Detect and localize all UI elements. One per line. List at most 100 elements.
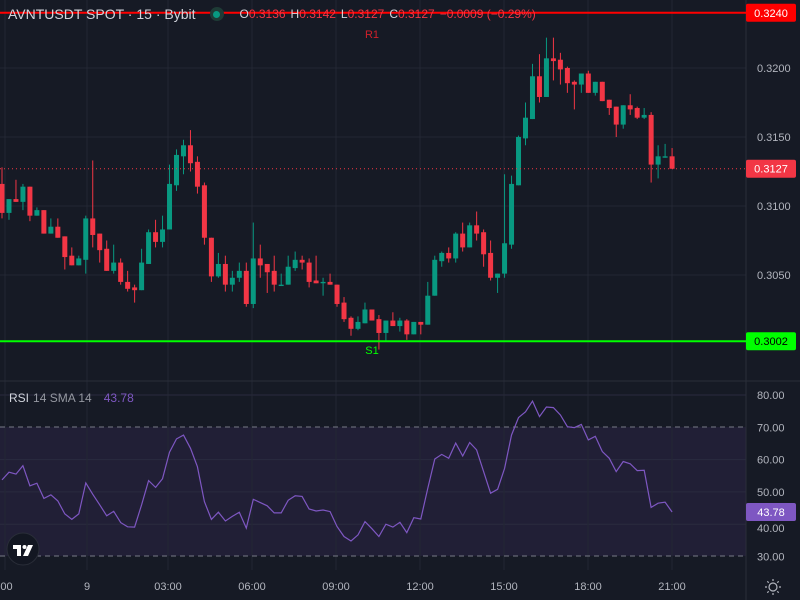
candle-body [502,243,508,274]
level-label-r1: R1 [365,29,379,41]
candle [509,175,515,249]
candle [613,106,619,137]
candle [41,210,47,234]
candle [243,262,249,307]
time-tick-label: 15:00 [490,581,518,593]
time-tick-label: :00 [0,581,13,593]
candle-body [543,58,549,97]
level-price-label: 0.3002 [754,336,788,348]
time-axis[interactable]: :00 9 03:00 06:00 09:00 12:00 15:00 18:00 21:00 [0,581,686,593]
time-tick-label: 03:00 [154,581,182,593]
candle-body [634,108,640,118]
candle-body [201,185,207,238]
candle [439,251,445,267]
candle [264,263,270,293]
candle-body [592,81,598,93]
candle [62,236,68,270]
candle [383,320,389,342]
candle [327,273,333,285]
candle [474,211,480,241]
candle [90,160,96,248]
candle [634,106,640,120]
candle-body [599,81,605,102]
candle-body [271,270,277,285]
candle [550,37,556,81]
candle [334,284,340,307]
level-price-label: 0.3240 [754,8,788,20]
candle-body [313,280,319,284]
candle [285,255,291,285]
candle [201,182,207,245]
candle [180,139,186,175]
candle [0,167,5,219]
candle [6,199,12,220]
rsi-name: RSI [9,391,30,405]
candle-body [557,59,563,70]
candle-body [585,73,591,93]
candle [250,222,256,309]
candle [55,218,61,238]
candle-body [299,259,305,263]
candle [69,247,75,266]
candle [215,252,221,278]
candle [167,164,173,230]
low-value: L0.3127 [340,7,385,21]
candle [236,262,242,282]
price-axis[interactable]: 0.3240 0.3002 0.3200 0.3150 0.3100 0.3050 0.31… [746,3,796,564]
candle-body [118,262,124,282]
candles [0,37,675,350]
candle-body [139,262,145,291]
candle-body [278,284,284,287]
candle [160,215,166,248]
candle [174,149,179,191]
tradingview-logo[interactable] [6,532,40,566]
candle [355,316,361,331]
rsi-tick-label: 40.00 [757,523,785,535]
candle [118,258,124,285]
candle-body [90,218,96,235]
rsi-tick-label: 50.00 [757,487,785,499]
candle-body [6,199,12,213]
candle [453,232,459,263]
time-tick-label: 12:00 [406,581,434,593]
candle [502,174,508,278]
candle-body [627,105,633,110]
candle-body [83,218,89,260]
candle [83,215,89,274]
candle [362,302,368,324]
candle [585,70,591,93]
price-tick-label: 0.3050 [757,270,791,282]
candle-body [236,270,242,278]
last-price-tag [746,159,796,178]
settings-sun-icon[interactable] [765,579,781,595]
candle-body [571,81,577,85]
candle-body [167,183,173,230]
candle-body [564,68,570,84]
candle-body [488,252,494,278]
symbol-title[interactable]: AVNTUSDT SPOT · 15 · Bybit [8,6,196,22]
candle [432,255,438,296]
rsi-legend[interactable]: RSI 14 SMA 14 43.78 [9,391,134,405]
rsi-tick-label: 80.00 [757,390,785,402]
candle-body [180,145,186,157]
price-tick-label: 0.3200 [757,63,791,75]
level-price-tag [746,3,796,22]
candle-body [125,281,131,289]
candle-body [439,252,445,262]
market-status-icon[interactable] [209,7,224,21]
candle-body [208,237,214,277]
candle [648,112,654,183]
candle-body [20,186,26,202]
candle [104,240,110,271]
candle [376,315,382,350]
candle [446,247,452,263]
candle-body [578,73,584,85]
candle [306,258,312,288]
candle [460,222,466,252]
candle [271,255,277,292]
candle [641,108,647,120]
candle [132,284,138,303]
candle [571,80,577,110]
candle-body [97,233,103,251]
